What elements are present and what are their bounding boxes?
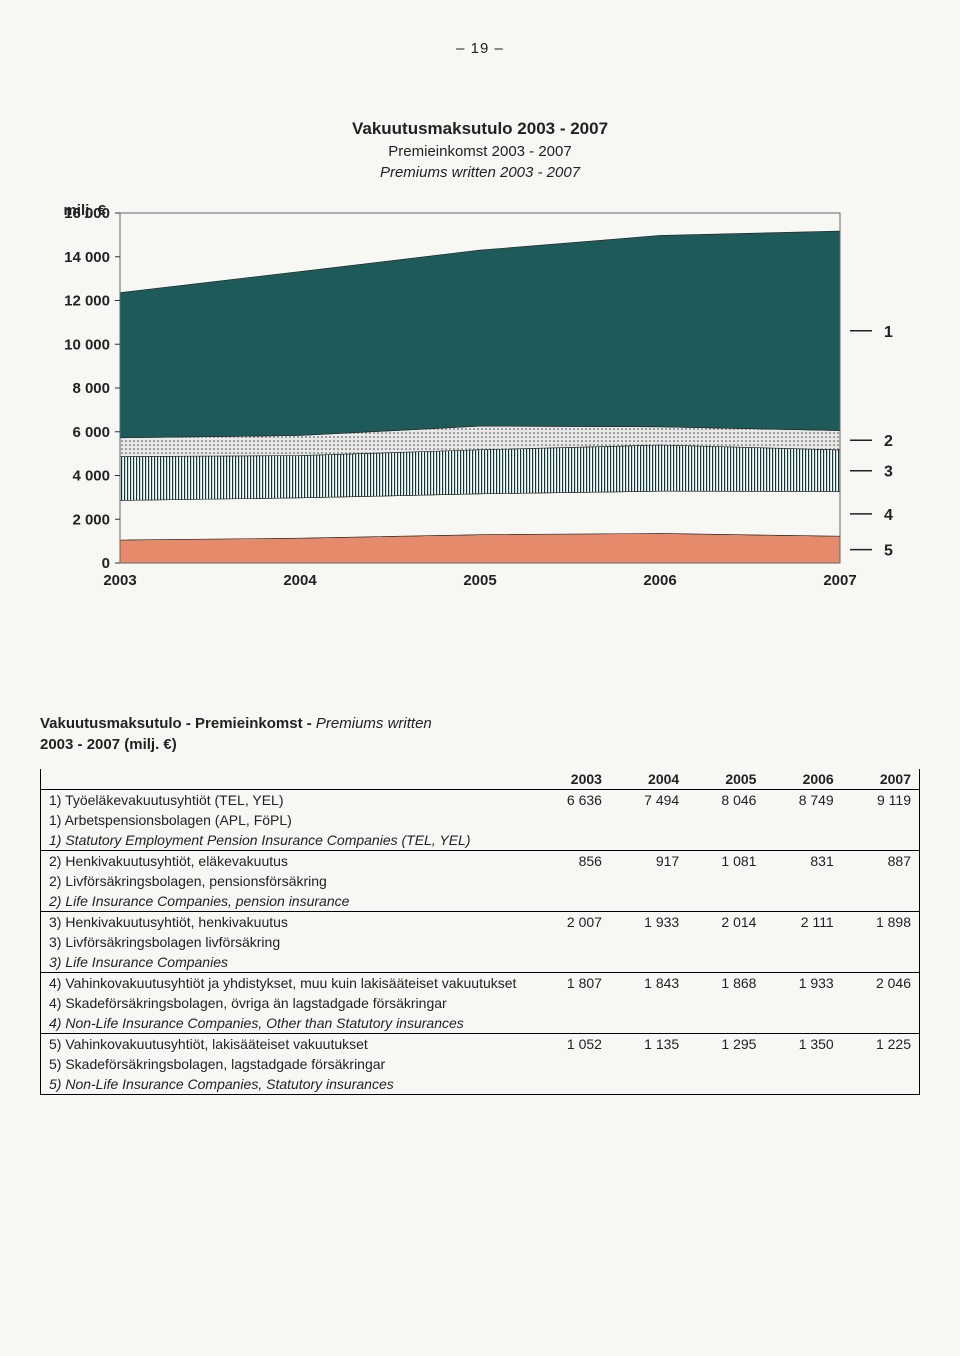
value-cell: 7 494	[610, 789, 687, 810]
svg-text:3: 3	[884, 463, 893, 480]
chart-title-line1: Vakuutusmaksutulo 2003 - 2007	[40, 117, 920, 141]
row-label: 2) Henkivakuutusyhtiöt, eläkevakuutus	[41, 850, 533, 871]
row-label: 2) Livförsäkringsbolagen, pensionsförsäk…	[41, 871, 533, 891]
value-cell: 2 046	[842, 972, 919, 993]
table-row: 4) Non-Life Insurance Companies, Other t…	[41, 1013, 919, 1034]
table-header-cell: 2005	[687, 769, 764, 790]
svg-text:2 000: 2 000	[72, 511, 110, 528]
chart-title: Vakuutusmaksutulo 2003 - 2007 Premieinko…	[40, 117, 920, 183]
row-label: 2) Life Insurance Companies, pension ins…	[41, 891, 533, 912]
svg-text:2005: 2005	[463, 572, 496, 589]
svg-text:4: 4	[884, 507, 893, 524]
value-cell: 1 081	[687, 850, 764, 871]
svg-text:milj. €: milj. €	[63, 203, 106, 219]
table-row: 5) Non-Life Insurance Companies, Statuto…	[41, 1074, 919, 1095]
svg-text:2006: 2006	[643, 572, 676, 589]
table-row: 2) Life Insurance Companies, pension ins…	[41, 891, 919, 912]
value-cell: 1 843	[610, 972, 687, 993]
row-label: 3) Livförsäkringsbolagen livförsäkring	[41, 932, 533, 952]
value-cell: 831	[764, 850, 841, 871]
svg-text:12 000: 12 000	[64, 292, 110, 309]
svg-text:2003: 2003	[103, 572, 136, 589]
value-cell: 1 807	[533, 972, 610, 993]
premiums-table-box: 20032004200520062007 1) Työeläkevakuutus…	[40, 769, 920, 1095]
row-label: 1) Työeläkevakuutusyhtiöt (TEL, YEL)	[41, 789, 533, 810]
svg-text:1: 1	[884, 324, 893, 341]
value-cell: 917	[610, 850, 687, 871]
value-cell: 2 014	[687, 911, 764, 932]
value-cell: 856	[533, 850, 610, 871]
value-cell: 1 225	[842, 1033, 919, 1054]
value-cell: 1 933	[610, 911, 687, 932]
row-label: 1) Arbetspensionsbolagen (APL, FöPL)	[41, 810, 533, 830]
svg-text:2: 2	[884, 433, 893, 450]
svg-text:8 000: 8 000	[72, 380, 110, 397]
table-title: Vakuutusmaksutulo - Premieinkomst - Prem…	[40, 713, 920, 755]
value-cell: 1 135	[610, 1033, 687, 1054]
row-label: 5) Non-Life Insurance Companies, Statuto…	[41, 1074, 533, 1095]
value-cell: 1 295	[687, 1033, 764, 1054]
table-title-line2: 2003 - 2007 (milj. €)	[40, 736, 177, 753]
value-cell: 6 636	[533, 789, 610, 810]
chart-title-line3: Premiums written 2003 - 2007	[40, 162, 920, 183]
page-number: – 19 –	[40, 40, 920, 57]
value-cell: 1 868	[687, 972, 764, 993]
value-cell: 887	[842, 850, 919, 871]
row-label: 3) Henkivakuutusyhtiöt, henkivakuutus	[41, 911, 533, 932]
table-title-p2: Premiums written	[316, 715, 432, 732]
table-row: 3) Henkivakuutusyhtiöt, henkivakuutus2 0…	[41, 911, 919, 932]
table-row: 5) Skadeförsäkringsbolagen, lagstadgade …	[41, 1054, 919, 1074]
svg-text:10 000: 10 000	[64, 336, 110, 353]
table-row: 3) Life Insurance Companies	[41, 952, 919, 973]
value-cell: 9 119	[842, 789, 919, 810]
row-label: 4) Non-Life Insurance Companies, Other t…	[41, 1013, 533, 1034]
row-label: 4) Vahinkovakuutusyhtiöt ja yhdistykset,…	[41, 972, 533, 993]
row-label: 1) Statutory Employment Pension Insuranc…	[41, 830, 533, 851]
row-label: 5) Skadeförsäkringsbolagen, lagstadgade …	[41, 1054, 533, 1074]
svg-text:14 000: 14 000	[64, 249, 110, 266]
value-cell: 1 350	[764, 1033, 841, 1054]
row-label: 5) Vahinkovakuutusyhtiöt, lakisääteiset …	[41, 1033, 533, 1054]
table-header-cell: 2006	[764, 769, 841, 790]
value-cell: 1 898	[842, 911, 919, 932]
value-cell: 2 111	[764, 911, 841, 932]
row-label: 3) Life Insurance Companies	[41, 952, 533, 973]
chart-title-line2: Premieinkomst 2003 - 2007	[40, 141, 920, 162]
table-row: 4) Vahinkovakuutusyhtiöt ja yhdistykset,…	[41, 972, 919, 993]
table-title-p1: Vakuutusmaksutulo - Premieinkomst -	[40, 715, 316, 732]
table-row: 1) Arbetspensionsbolagen (APL, FöPL)	[41, 810, 919, 830]
row-label: 4) Skadeförsäkringsbolagen, övriga än la…	[41, 993, 533, 1013]
table-header-cell: 2003	[533, 769, 610, 790]
table-row: 1) Statutory Employment Pension Insuranc…	[41, 830, 919, 851]
svg-text:2007: 2007	[823, 572, 856, 589]
svg-text:5: 5	[884, 542, 893, 559]
table-row: 2) Livförsäkringsbolagen, pensionsförsäk…	[41, 871, 919, 891]
svg-text:4 000: 4 000	[72, 467, 110, 484]
table-row: 5) Vahinkovakuutusyhtiöt, lakisääteiset …	[41, 1033, 919, 1054]
premiums-chart: 0 2 000 4 000 6 000 8 000 10 000 12 000 14 000 1…	[40, 203, 920, 623]
premiums-table: 20032004200520062007 1) Työeläkevakuutus…	[41, 769, 919, 1095]
value-cell: 1 933	[764, 972, 841, 993]
table-row: 4) Skadeförsäkringsbolagen, övriga än la…	[41, 993, 919, 1013]
value-cell: 8 046	[687, 789, 764, 810]
value-cell: 8 749	[764, 789, 841, 810]
table-header-cell	[41, 769, 533, 790]
table-header-cell: 2004	[610, 769, 687, 790]
table-header-cell: 2007	[842, 769, 919, 790]
svg-text:6 000: 6 000	[72, 424, 110, 441]
svg-text:2004: 2004	[283, 572, 317, 589]
svg-text:0: 0	[102, 555, 110, 572]
table-row: 1) Työeläkevakuutusyhtiöt (TEL, YEL)6 63…	[41, 789, 919, 810]
table-row: 3) Livförsäkringsbolagen livförsäkring	[41, 932, 919, 952]
value-cell: 1 052	[533, 1033, 610, 1054]
value-cell: 2 007	[533, 911, 610, 932]
table-row: 2) Henkivakuutusyhtiöt, eläkevakuutus856…	[41, 850, 919, 871]
